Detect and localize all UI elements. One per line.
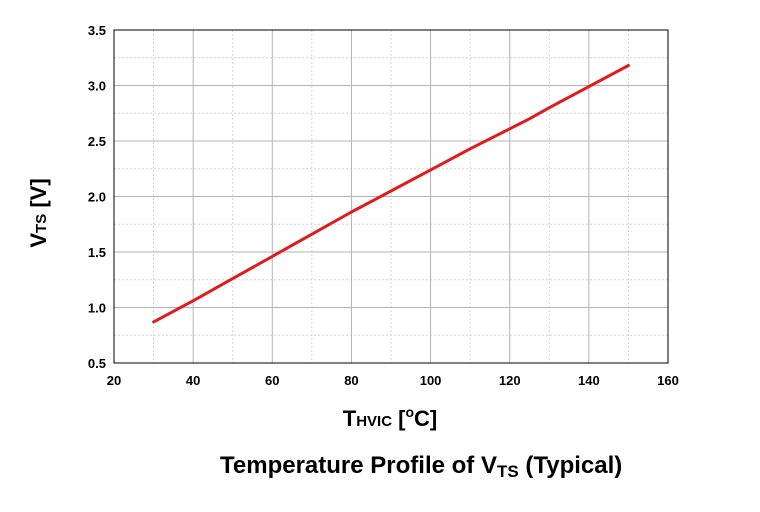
y-axis-title-sub: TS — [33, 214, 50, 233]
caption-prefix: Temperature Profile of V — [220, 452, 497, 479]
chart: 20 40 60 80 100 120 140 160 0.5 1.0 1.5 2.0 2.5 3.0 3… — [26, 23, 679, 431]
caption-suffix: (Typical) — [518, 452, 623, 479]
x-tick-label: 100 — [420, 373, 442, 388]
x-axis-title-main: T — [343, 406, 357, 431]
y-axis-ticks: 0.5 1.0 1.5 2.0 2.5 3.0 3.5 — [88, 23, 106, 371]
chart-caption: Temperature Profile of VTS (Typical) — [220, 452, 622, 482]
series-layer — [152, 64, 630, 324]
y-tick-label: 2.5 — [88, 134, 106, 149]
y-axis-title-unit: [V] — [26, 178, 51, 213]
x-tick-label: 40 — [186, 373, 200, 388]
y-tick-label: 1.5 — [88, 245, 106, 260]
plot-frame — [113, 29, 669, 364]
x-axis-title-sub: HVIC — [356, 413, 392, 430]
y-tick-label: 1.0 — [88, 301, 106, 316]
x-tick-label: 120 — [499, 373, 521, 388]
x-axis-title: THVIC [oC] — [343, 404, 438, 431]
y-tick-label: 3.5 — [88, 23, 106, 38]
x-tick-label: 60 — [265, 373, 279, 388]
x-tick-label: 140 — [578, 373, 600, 388]
x-tick-label: 80 — [344, 373, 358, 388]
y-axis-title: VTS [V] — [26, 178, 51, 247]
x-axis-ticks: 20 40 60 80 100 120 140 160 — [107, 373, 679, 388]
x-axis-title-unit-end: C] — [414, 406, 437, 431]
y-tick-label: 0.5 — [88, 356, 106, 371]
series-line — [152, 64, 630, 324]
caption-sub: TS — [496, 462, 519, 481]
x-axis-title-unit: [ — [392, 406, 406, 431]
y-axis-title-main: V — [26, 233, 51, 248]
y-tick-label: 3.0 — [88, 79, 106, 94]
y-tick-label: 2.0 — [88, 190, 106, 205]
x-tick-label: 160 — [657, 373, 679, 388]
x-tick-label: 20 — [107, 373, 121, 388]
x-axis-title-degree: o — [405, 404, 414, 420]
